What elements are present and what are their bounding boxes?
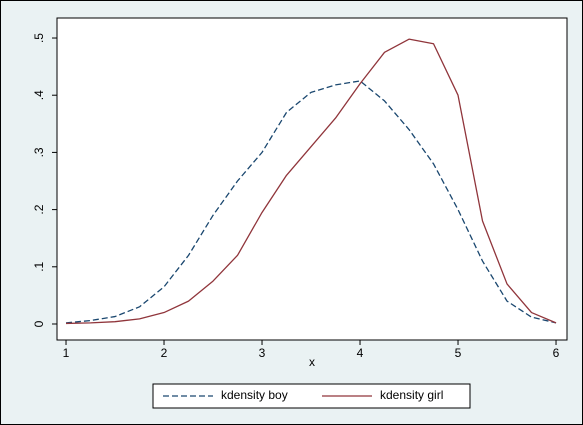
x-tick-label: 2	[161, 346, 168, 360]
plot-area	[56, 17, 568, 341]
x-axis-title: x	[309, 355, 315, 369]
data-line	[65, 80, 557, 324]
y-tick-label: .3	[32, 147, 46, 157]
data-line	[66, 38, 557, 325]
y-tick-label: .1	[32, 261, 46, 271]
x-tick-label: 1	[63, 346, 70, 360]
legend-box	[152, 383, 471, 409]
x-tick-label: 4	[357, 346, 364, 360]
x-tick-label: 6	[553, 346, 560, 360]
legend-label: kdensity boy	[221, 388, 288, 402]
y-tick-label: .5	[32, 33, 46, 43]
y-tick-label: .2	[32, 204, 46, 214]
y-tick-label: 0	[32, 320, 46, 327]
x-tick-label: 5	[455, 346, 462, 360]
y-tick-label: .4	[32, 90, 46, 100]
x-tick-label: 3	[259, 346, 266, 360]
legend-label: kdensity girl	[380, 388, 443, 402]
